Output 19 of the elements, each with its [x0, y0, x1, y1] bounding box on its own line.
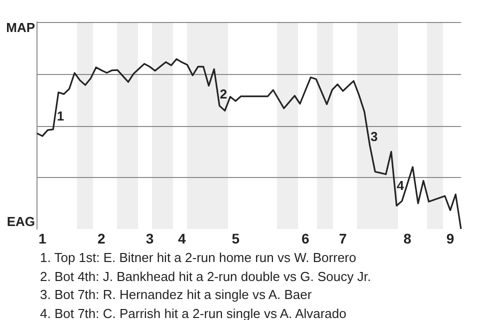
- x-tick-label: 2: [98, 230, 106, 246]
- text: MAP: [6, 20, 36, 36]
- x-tick-label: 4: [178, 230, 186, 246]
- x-tick-label: 6: [301, 230, 310, 246]
- annotation: 4: [396, 178, 405, 194]
- annotation: 3: [370, 128, 378, 144]
- text: 4. Bot 7th: C. Parrish hit a 2-run single vs A. Alvarado: [40, 304, 348, 320]
- x-tick-label: 7: [339, 230, 348, 246]
- text: 3. Bot 7th: R. Hernandez hit a single vs A. Baer: [40, 286, 313, 304]
- x-tick-label: 9: [446, 230, 454, 246]
- text: EAG: [6, 214, 35, 230]
- annotation: 2: [220, 86, 228, 102]
- x-tick-label: 1: [38, 230, 46, 246]
- x-tick-label: 8: [403, 230, 412, 246]
- text: 1. Top 1st: E. Bitner hit a 2-run home run vs W. Borrero: [40, 249, 358, 267]
- annotation: 1: [56, 108, 64, 124]
- text: 2. Bot 4th: J. Bankhead hit a 2-run double vs G. Soucy Jr.: [40, 268, 371, 286]
- x-tick-label: 5: [232, 230, 240, 246]
- x-tick-label: 3: [146, 230, 154, 246]
